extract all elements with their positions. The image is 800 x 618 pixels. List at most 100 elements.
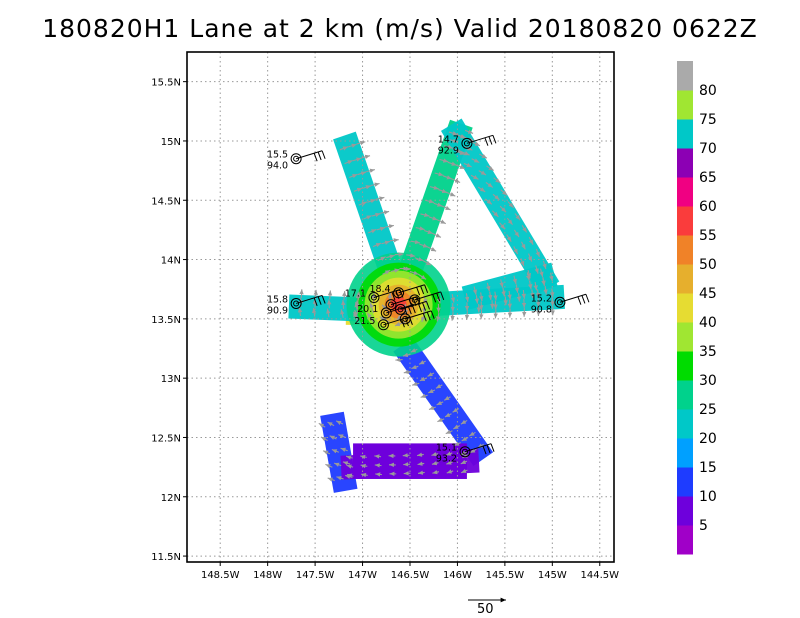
wind-vector — [385, 224, 395, 229]
wind-barb-flag — [412, 297, 417, 307]
colorbar-label: 70 — [699, 141, 717, 157]
wind-vector — [341, 300, 346, 309]
dropsonde-label: 14.7 — [438, 134, 459, 145]
wind-barb-flag — [490, 443, 495, 452]
wind-vector — [493, 291, 498, 301]
colorbar-label: 10 — [699, 489, 717, 505]
wind-vector — [428, 216, 438, 221]
wind-vector — [344, 159, 353, 165]
dropsonde-label: 94.0 — [267, 161, 288, 172]
wind-vector — [460, 419, 468, 425]
wind-vector — [360, 463, 368, 469]
wind-vector — [549, 272, 554, 282]
wind-barb-flag — [577, 296, 582, 305]
x-tick-label: 145W — [538, 570, 567, 581]
dropsonde-label: 15.5 — [267, 150, 288, 161]
colorbar-swatch — [677, 90, 693, 120]
wind-vector — [380, 210, 390, 215]
chart-title: 180820H1 Lane at 2 km (m/s) Valid 201808… — [42, 14, 758, 43]
wind-vector — [503, 296, 508, 306]
colorbar-label: 25 — [699, 402, 717, 418]
wind-vector — [468, 431, 476, 437]
wind-vector — [439, 158, 449, 163]
wind-barb-flag — [416, 296, 421, 305]
wind-vector — [340, 309, 345, 318]
wind-barb-flag — [407, 305, 412, 315]
wind-vector — [462, 453, 470, 459]
wind-vector — [417, 461, 425, 466]
wind-vector — [363, 215, 372, 220]
track-swath — [333, 131, 407, 287]
wind-vector — [447, 161, 457, 166]
wind-vector — [534, 265, 539, 274]
wind-vector — [506, 234, 512, 242]
dropsonde-marker — [290, 153, 302, 165]
wind-vector — [485, 182, 494, 188]
wind-vector — [450, 311, 455, 321]
wind-vector — [521, 290, 526, 299]
wind-vector — [471, 158, 480, 164]
wind-vector — [441, 205, 451, 211]
wind-barb-flag — [391, 291, 396, 301]
wind-vector — [414, 257, 424, 262]
wind-barb-flag — [399, 289, 404, 298]
wind-vector — [299, 289, 304, 299]
y-tick-label: 11.5N — [151, 552, 181, 563]
wind-vector — [417, 470, 425, 475]
dropsonde-marker — [290, 297, 302, 309]
wind-vector — [342, 291, 347, 300]
wind-barb-flag — [395, 290, 400, 299]
dropsonde-marker-inner — [402, 315, 409, 322]
wind-vector — [361, 154, 371, 160]
wind-vector — [390, 268, 400, 273]
wind-vector — [376, 226, 386, 231]
wind-vector — [411, 364, 419, 370]
dropsonde-label: 20.1 — [357, 304, 378, 315]
wind-barb-flag — [317, 296, 322, 305]
colorbar-label: 45 — [699, 286, 717, 302]
colorbar-label: 15 — [699, 460, 717, 476]
wind-vector — [374, 454, 382, 459]
colorbar-swatch — [677, 264, 693, 294]
wind-vector — [513, 229, 520, 238]
wind-vector — [401, 266, 411, 271]
wind-vector — [525, 272, 531, 281]
wind-vector — [445, 429, 453, 435]
wind-vector — [369, 302, 375, 314]
wind-barb-flag — [422, 313, 427, 322]
reference-vector-label: 50 — [477, 602, 494, 617]
x-tick-label: 147W — [348, 570, 377, 581]
wind-barb-flag — [432, 294, 437, 303]
wind-vector — [499, 279, 504, 288]
dropsonde-marker-inner — [388, 301, 395, 308]
wind-vector — [366, 312, 375, 323]
wind-vector — [357, 171, 367, 176]
wind-vector — [386, 254, 395, 259]
wind-vector — [445, 451, 453, 456]
wind-vector — [470, 174, 479, 180]
wind-barb-flag — [430, 310, 435, 320]
colorbar-label: 80 — [699, 83, 717, 99]
wind-vector — [356, 291, 361, 301]
wind-vector — [436, 400, 444, 406]
wind-vector — [493, 177, 501, 184]
dropsonde-marker-inner — [293, 300, 300, 307]
wind-vector — [325, 463, 333, 469]
wind-barb-flag — [486, 444, 491, 454]
wind-vector — [477, 186, 486, 193]
wind-vector — [446, 469, 454, 474]
colorbar-swatch — [677, 148, 693, 178]
wind-vector — [435, 384, 443, 389]
wind-vector — [375, 196, 385, 201]
wind-barb-flag — [317, 151, 322, 161]
wind-vector — [448, 131, 458, 136]
grid-lines — [187, 52, 614, 562]
wind-vector — [486, 282, 491, 292]
dropsonde-label: 15.1 — [436, 443, 457, 454]
y-tick-label: 12.5N — [151, 433, 181, 444]
dropsonde-label: 15.8 — [267, 294, 288, 305]
wind-vector — [420, 393, 428, 398]
wind-vector — [339, 146, 349, 151]
wind-vector — [418, 360, 426, 365]
wind-vector — [479, 153, 488, 159]
